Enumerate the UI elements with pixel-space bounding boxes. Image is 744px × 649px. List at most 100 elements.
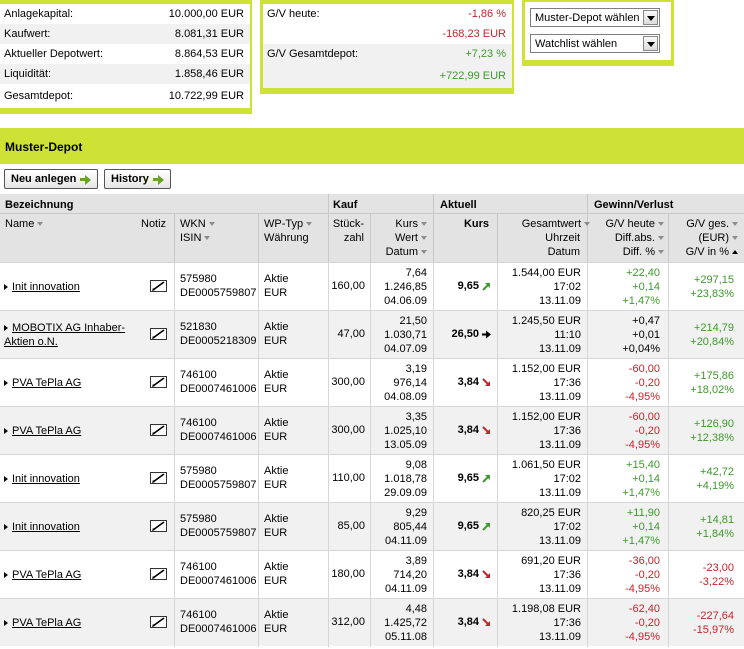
trend-up-icon [482,523,490,531]
security-name-link[interactable]: Init innovation [12,281,80,293]
edit-note-icon[interactable] [150,568,167,580]
edit-note-icon[interactable] [150,424,167,436]
col-gesamtwert[interactable]: Gesamtwert [522,218,590,230]
gv-pct-cell: +12,38% [690,432,734,444]
expand-triangle-icon[interactable] [4,428,8,435]
expand-triangle-icon[interactable] [4,572,8,579]
col-diff-pct[interactable]: Diff. % [623,246,664,258]
security-name-link[interactable]: PVA TePla AG [12,425,82,437]
wp-typ-cell: Aktie [264,513,289,525]
gv-pct-cell: +1,84% [696,528,734,540]
expand-triangle-icon[interactable] [4,325,8,332]
buy-price-cell: 9,08 [405,459,427,471]
current-value-cell: 1.544,00 EUR [511,267,581,279]
gv-ges-cell: +175,86 [693,370,734,382]
isin-cell: DE0007461006 [180,431,257,443]
security-name-cell: Init innovation [4,472,152,486]
diff-abs-cell: +0,14 [632,521,660,533]
current-price-cell: 9,65 [457,520,479,532]
trend-flat-icon [482,330,491,339]
security-name-link[interactable]: PVA TePla AG [12,377,82,389]
depot-select-value: Muster-Depot wählen [535,12,640,24]
wkn-cell: 575980 [180,273,217,285]
chevron-down-icon[interactable] [643,10,658,25]
new-button-label: Neu anlegen [11,173,77,185]
gv-heute-cell: +0,47 [632,315,660,327]
depot-select[interactable]: Muster-Depot wählen [530,8,660,27]
wkn-cell: 575980 [180,513,217,525]
col-gv-pct[interactable]: G/V in % [686,246,738,258]
current-price-cell: 3,84 [457,616,479,628]
page-title: Muster-Depot [5,140,83,154]
buy-price-cell: 3,35 [405,411,427,423]
quantity-cell: 180,00 [331,568,365,580]
edit-note-icon[interactable] [150,472,167,484]
diff-pct-cell: +1,47% [622,535,660,547]
buy-price-cell: 21,50 [399,315,427,327]
buy-value-cell: 1.030,71 [384,329,427,341]
watchlist-select[interactable]: Watchlist wählen [530,34,660,53]
gv-heute-cell: -36,00 [628,555,660,567]
summary-label: Liquidität: [4,68,52,80]
col-datum[interactable]: Datum [386,246,427,258]
edit-note-icon[interactable] [150,328,167,340]
expand-triangle-icon[interactable] [4,620,8,627]
arrow-right-icon [80,174,92,185]
col-diff-abs[interactable]: Diff.abs. [615,232,664,244]
col-gv-heute[interactable]: G/V heute [605,218,664,230]
col-gv-ges[interactable]: G/V ges. [686,218,738,230]
expand-triangle-icon[interactable] [4,284,8,291]
col-uhrzeit: Uhrzeit [545,232,580,244]
currency-cell: EUR [264,527,288,539]
history-button[interactable]: History [104,169,171,189]
edit-note-icon[interactable] [150,280,167,292]
edit-note-icon[interactable] [150,376,167,388]
chevron-down-icon[interactable] [643,36,658,51]
col-kurs-kauf[interactable]: Kurs [395,218,427,230]
wkn-cell: 746100 [180,561,217,573]
diff-pct-cell: -4,95% [625,391,660,403]
arrow-right-icon [152,174,164,185]
summary-row: Anlagekapital: 10.000,00 EUR [0,4,250,24]
expand-triangle-icon[interactable] [4,380,8,387]
col-eur[interactable]: (EUR) [698,232,738,244]
gv-heute-cell: -62,40 [628,603,660,615]
gv-heute-pct: -1,86 % [468,8,506,20]
security-name-link[interactable]: Init innovation [12,521,80,533]
col-wptyp[interactable]: WP-Typ [264,218,312,230]
current-time-cell: 17:02 [553,281,581,293]
buy-date-cell: 29.09.09 [384,487,427,499]
summary-row: Aktueller Depotwert: 8.864,53 EUR [0,44,250,64]
current-date-cell: 13.11.09 [538,583,581,595]
security-name-link[interactable]: PVA TePla AG [12,569,82,581]
col-stueck-zahl: zahl [343,232,364,244]
col-isin[interactable]: ISIN [180,232,210,244]
isin-cell: DE0007461006 [180,623,257,635]
gv-ges-cell: -227,64 [696,610,734,622]
current-time-cell: 17:36 [553,617,581,629]
gv-pct-cell: -15,97% [693,624,734,636]
edit-note-icon[interactable] [150,616,167,628]
summary-label: Kaufwert: [4,28,51,40]
isin-cell: DE0005218309 [180,335,257,347]
gv-heute-abs: -168,23 EUR [442,28,506,40]
security-name-link[interactable]: Init innovation [12,473,80,485]
expand-triangle-icon[interactable] [4,476,8,483]
current-date-cell: 13.11.09 [538,487,581,499]
buy-value-cell: 1.018,78 [384,473,427,485]
diff-abs-cell: -0,20 [634,617,660,629]
buy-value-cell: 1.425,72 [384,617,427,629]
new-button[interactable]: Neu anlegen [4,169,99,189]
security-name-link[interactable]: PVA TePla AG [12,617,82,629]
edit-note-icon[interactable] [150,520,167,532]
security-name-link[interactable]: MOBOTIX AG Inhaber-Aktien o.N. [4,322,126,348]
current-date-cell: 13.11.09 [538,391,581,403]
wp-typ-cell: Aktie [264,561,289,573]
quantity-cell: 312,00 [331,616,365,628]
expand-triangle-icon[interactable] [4,524,8,531]
buy-date-cell: 13.05.09 [384,439,427,451]
quantity-cell: 47,00 [337,328,365,340]
col-wkn[interactable]: WKN [180,218,215,230]
col-name[interactable]: Name [5,218,43,230]
col-wert[interactable]: Wert [395,232,427,244]
